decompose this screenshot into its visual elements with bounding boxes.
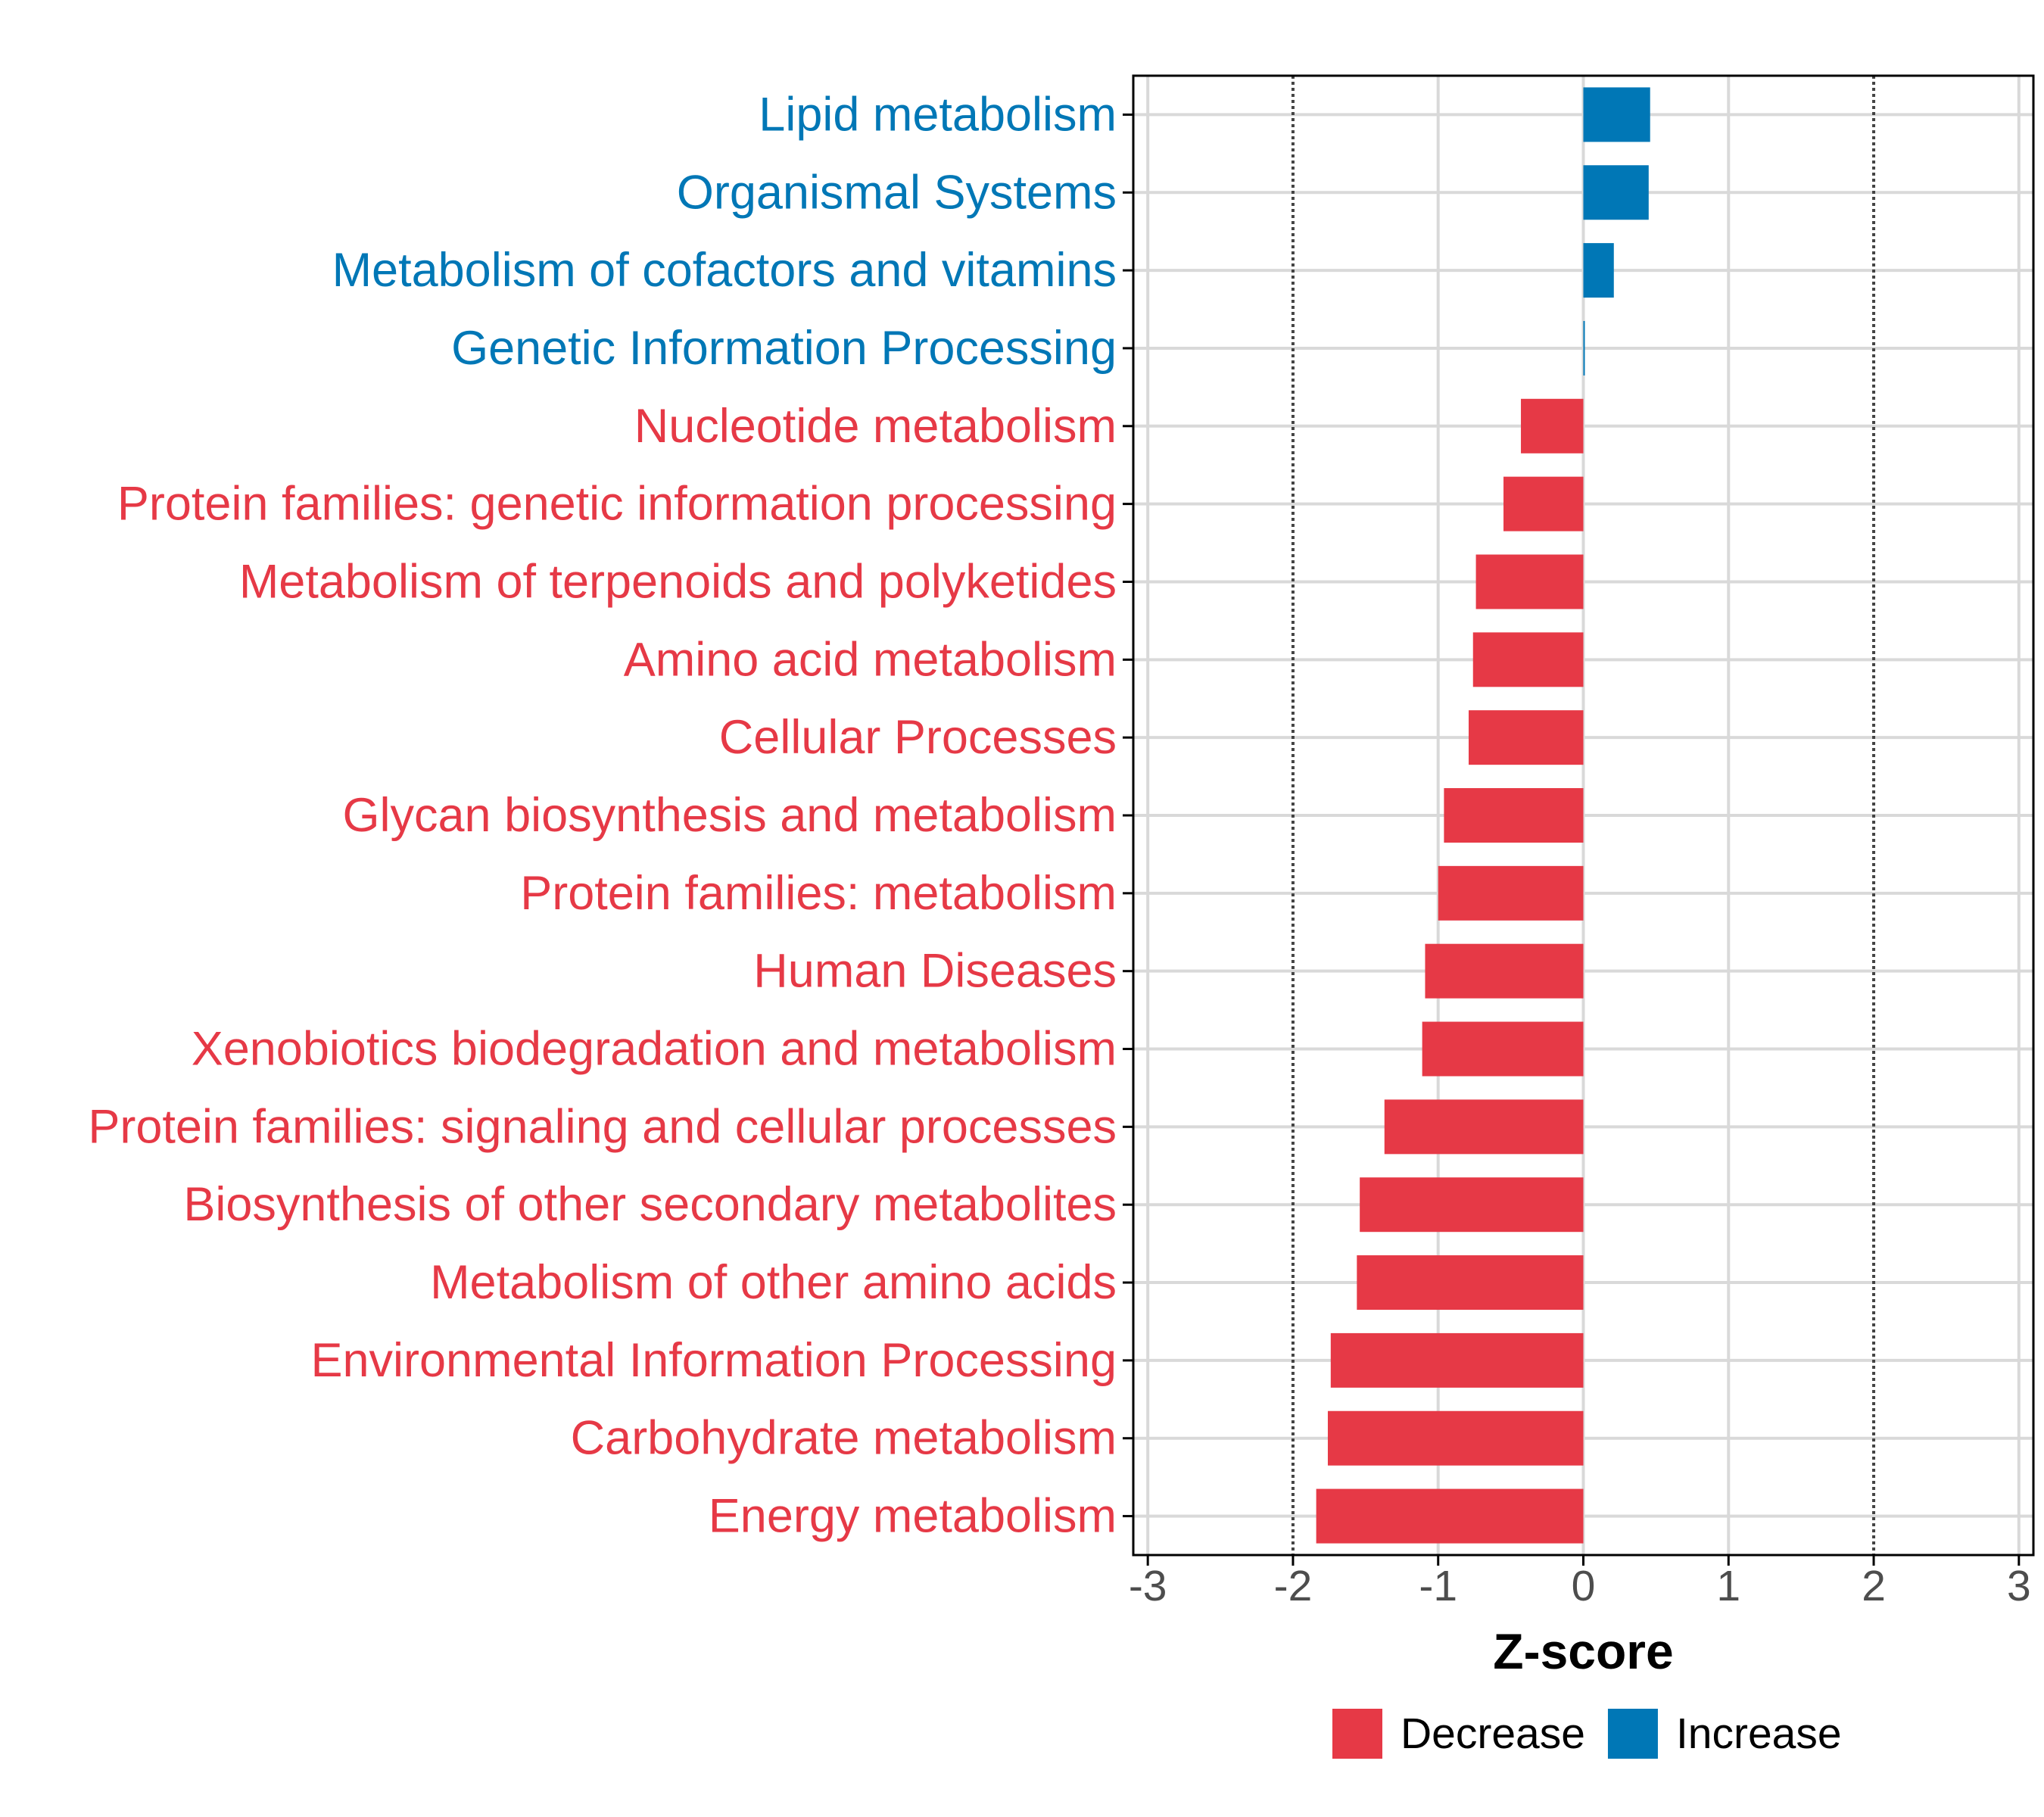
category-label: Cellular Processes — [719, 711, 1117, 764]
category-label: Carbohydrate metabolism — [571, 1412, 1117, 1465]
category-label: Metabolism of terpenoids and polyketides — [239, 555, 1117, 608]
x-axis-title: Z-score — [1493, 1623, 1673, 1679]
category-label: Energy metabolism — [709, 1490, 1117, 1543]
bar — [1583, 320, 1585, 376]
x-tick-label: -3 — [1129, 1562, 1167, 1610]
category-label: Lipid metabolism — [759, 88, 1117, 141]
bar — [1438, 865, 1584, 921]
x-tick-label: 3 — [2007, 1562, 2031, 1610]
category-label: Amino acid metabolism — [624, 633, 1117, 686]
bar — [1330, 1332, 1584, 1388]
bar — [1357, 1255, 1584, 1311]
bar — [1444, 788, 1584, 843]
category-label: Human Diseases — [753, 945, 1117, 998]
bar — [1468, 710, 1584, 765]
bar — [1503, 476, 1584, 531]
y-axis-category-labels: Lipid metabolism Organismal Systems Metabo… — [88, 88, 1117, 1542]
y-axis-ticks — [1123, 113, 1133, 1518]
x-tick-label: -1 — [1419, 1562, 1457, 1610]
bar — [1316, 1488, 1584, 1544]
category-label: Organismal Systems — [677, 166, 1117, 219]
reference-lines — [1291, 76, 1876, 1555]
category-label: Protein families: genetic information pr… — [117, 478, 1117, 531]
bar — [1583, 165, 1649, 220]
bar — [1472, 632, 1584, 687]
x-tick-label: 1 — [1716, 1562, 1740, 1610]
category-label: Metabolism of other amino acids — [430, 1256, 1117, 1309]
x-tick-label: -2 — [1274, 1562, 1313, 1610]
legend-label-decrease: Decrease — [1401, 1709, 1585, 1758]
x-tick-label: 2 — [1862, 1562, 1886, 1610]
category-label: Genetic Information Processing — [451, 322, 1117, 375]
category-label: Nucleotide metabolism — [634, 400, 1117, 453]
category-label: Glycan biosynthesis and metabolism — [343, 789, 1117, 842]
category-label: Environmental Information Processing — [310, 1334, 1117, 1387]
bar — [1384, 1099, 1584, 1155]
bar — [1583, 243, 1614, 298]
legend-swatch-decrease — [1332, 1709, 1382, 1759]
category-label: Biosynthesis of other secondary metaboli… — [183, 1178, 1117, 1231]
category-label: Protein families: metabolism — [520, 867, 1117, 920]
bar — [1521, 398, 1584, 453]
x-tick-label: 0 — [1572, 1562, 1596, 1610]
category-label: Metabolism of cofactors and vitamins — [332, 244, 1117, 297]
category-label: Xenobiotics biodegradation and metabolis… — [192, 1023, 1117, 1076]
legend: Decrease Increase — [1332, 1709, 1842, 1759]
bar — [1583, 87, 1650, 142]
bar — [1327, 1410, 1584, 1466]
category-label: Protein families: signaling and cellular… — [88, 1100, 1117, 1153]
bar — [1360, 1177, 1584, 1233]
bar — [1475, 554, 1584, 609]
bars — [1316, 87, 1650, 1544]
legend-label-increase: Increase — [1676, 1709, 1842, 1758]
x-axis-ticks: -3 -2 -1 0 1 2 3 — [1129, 1555, 2031, 1610]
bar — [1425, 943, 1584, 999]
bar — [1422, 1021, 1584, 1077]
legend-swatch-increase — [1607, 1709, 1658, 1759]
